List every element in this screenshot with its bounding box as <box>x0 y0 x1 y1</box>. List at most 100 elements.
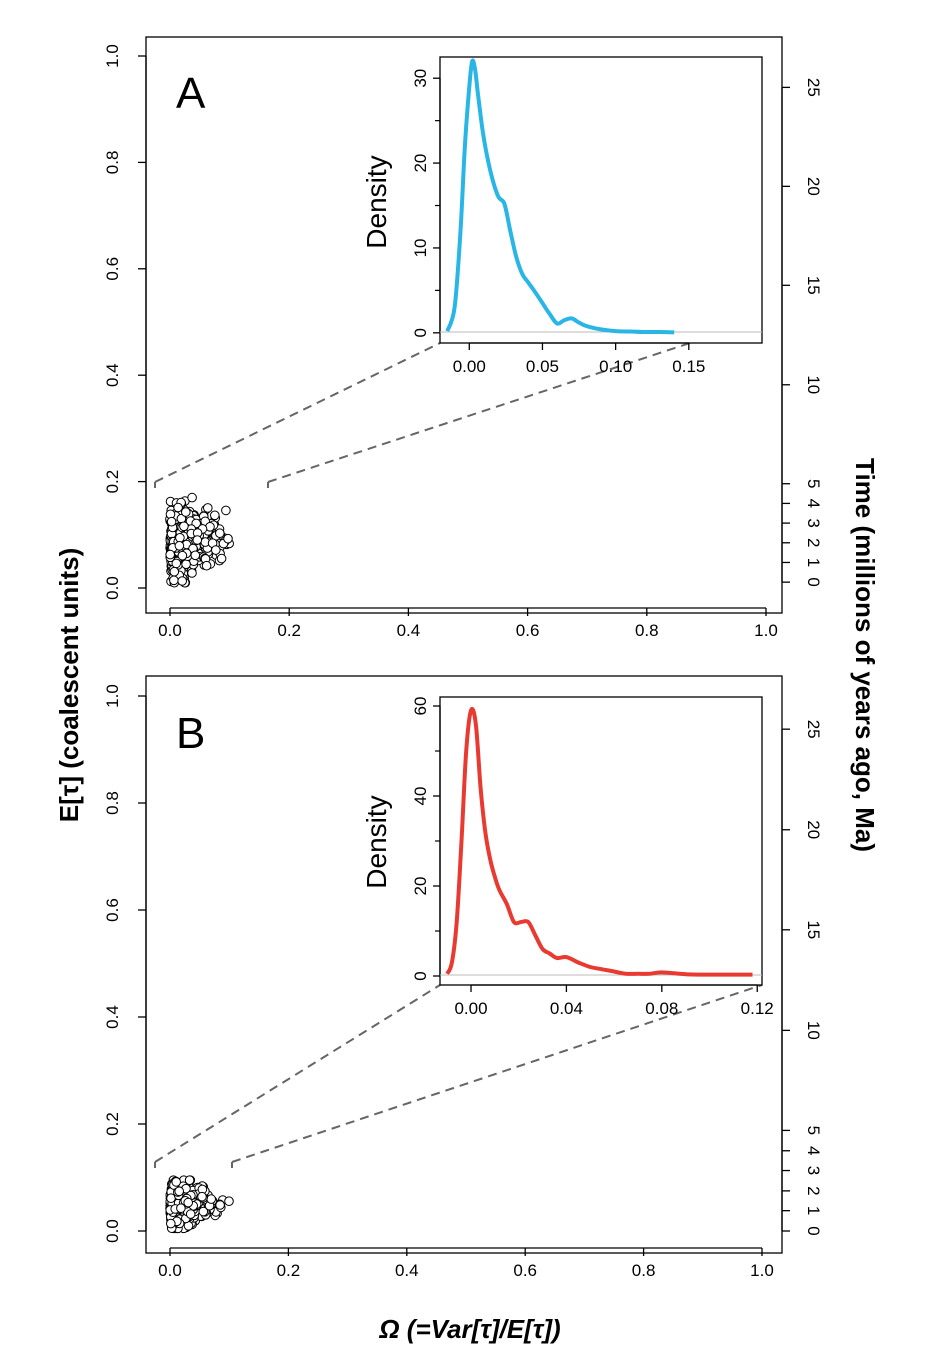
right-tick-label: 10 <box>804 375 823 394</box>
y-tick-label: 0.4 <box>103 363 122 387</box>
inset-y-tick-label: 40 <box>411 787 430 806</box>
panel-b-right-axis: 0 1 2 3 4 5 10 15 20 25 <box>781 720 823 1236</box>
inset-y-tick-label: 60 <box>411 697 430 716</box>
scatter-point <box>203 503 213 513</box>
right-tick-label: 10 <box>804 1021 823 1040</box>
panel-a: A 0.0 0.2 0.4 0.6 0.8 1.0 0.00.20.40.60.81.0 … <box>103 36 823 640</box>
inset-y-tick-label: 10 <box>411 238 430 257</box>
inset-x-tick-label: 0.00 <box>454 999 487 1018</box>
panel-b-inset-x-axis: 0.00 0.04 0.08 0.12 <box>454 984 774 1018</box>
scatter-point <box>166 516 177 527</box>
panel-b-inset: Density 0.00 0.04 0.08 0.12 0 20 40 60 <box>361 696 774 1018</box>
panel-b-inset-frame <box>439 696 763 986</box>
y-tick-label: 0.0 <box>103 1219 122 1243</box>
panel-b-label: B <box>176 709 205 758</box>
y-tick-label: 0.2 <box>103 470 122 494</box>
panel-b-inset-y-axis: 0 20 40 60 <box>411 697 441 981</box>
scatter-point <box>211 545 221 555</box>
scatter-point <box>181 559 191 570</box>
scatter-point <box>221 505 231 516</box>
inset-y-tick-label: 20 <box>411 877 430 896</box>
scatter-point <box>181 507 191 517</box>
right-tick-label: 1 <box>804 558 823 567</box>
panel-b-x-axis: 0.0 0.2 0.4 0.6 0.8 1.0 <box>158 1247 774 1280</box>
right-tick-label: 1 <box>804 1206 823 1215</box>
y-tick-label: 0.8 <box>103 791 122 815</box>
y-tick-label: 1.0 <box>103 44 122 68</box>
scatter-point <box>215 528 225 539</box>
x-tick-label: 1.0 <box>754 621 778 640</box>
y-axis-label: E[τ] (coalescent units) <box>54 548 84 823</box>
scatter-point <box>197 1191 207 1202</box>
scatter-point <box>198 1206 209 1217</box>
right-tick-label: 3 <box>804 518 823 527</box>
scatter-point <box>187 568 197 578</box>
scatter-point <box>165 549 175 560</box>
panel-a-zoom-lines <box>154 342 691 490</box>
right-tick-label: 3 <box>804 1166 823 1175</box>
scatter-point <box>171 1177 181 1187</box>
panel-a-density-curve <box>445 58 675 335</box>
x-tick-label: 0.2 <box>277 621 301 640</box>
scatter-point <box>183 1197 193 1208</box>
inset-y-tick-label: 20 <box>411 154 430 173</box>
panel-b-density-curve <box>445 706 753 977</box>
scatter-point <box>169 566 180 577</box>
panel-a-inset-y-axis: 0 10 20 30 <box>411 69 441 338</box>
right-tick-label: 2 <box>804 1186 823 1195</box>
scatter-point <box>176 1203 186 1213</box>
panel-a-x-axis: 0.0 0.2 0.4 0.6 0.8 1.0 <box>158 607 778 640</box>
panel-b: B 0.0 0.2 0.4 0.6 0.8 1.0 0.00.20.40.60.81.0 … <box>103 675 823 1280</box>
y-tick-label: 0.2 <box>103 1112 122 1136</box>
right-tick-label: 0 <box>804 1226 823 1235</box>
scatter-point <box>174 541 185 551</box>
right-axis-label: Time (millions of years ago, Ma) <box>850 458 880 852</box>
right-tick-label: 15 <box>804 920 823 939</box>
right-tick-label: 20 <box>804 177 823 196</box>
x-tick-label: 0.6 <box>516 621 540 640</box>
inset-x-tick-label: 0.00 <box>453 357 486 376</box>
scatter-point <box>169 575 179 586</box>
x-tick-label: 0.6 <box>513 1261 537 1280</box>
scatter-point <box>224 1196 234 1206</box>
scatter-point <box>187 492 197 503</box>
panel-a-scatter-points <box>165 492 234 588</box>
panel-a-inset-x-axis: 0.00 0.05 0.10 0.15 <box>453 342 705 376</box>
inset-y-tick-label: 30 <box>411 69 430 88</box>
scatter-point <box>216 553 227 564</box>
right-tick-label: 5 <box>804 479 823 488</box>
panel-b-y-axis: 0.0 0.2 0.4 0.6 0.8 1.0 <box>103 684 147 1243</box>
x-tick-label: 0.4 <box>397 621 421 640</box>
right-tick-label: 15 <box>804 276 823 295</box>
panel-a-inset-frame <box>439 56 763 344</box>
scatter-point <box>174 1186 184 1197</box>
right-tick-label: 20 <box>804 820 823 839</box>
zoom-line <box>154 342 441 483</box>
scatter-point <box>190 550 201 561</box>
panel-b-scatter-points <box>165 1175 234 1234</box>
panel-a-y-axis: 0.0 0.2 0.4 0.6 0.8 1.0 <box>103 44 147 600</box>
right-tick-label: 4 <box>804 1146 823 1155</box>
scatter-point <box>206 1194 216 1204</box>
right-tick-label: 4 <box>804 499 823 508</box>
x-axis-label: Ω (=Var[τ]/E[τ]) <box>378 1314 560 1344</box>
panel-a-inset-ylabel: Density <box>361 155 392 248</box>
scatter-point <box>201 560 212 571</box>
zoom-line <box>231 984 763 1163</box>
inset-x-tick-label: 0.05 <box>526 357 559 376</box>
right-tick-label: 0 <box>804 577 823 586</box>
y-tick-label: 0.4 <box>103 1005 122 1029</box>
panel-b-zoom-lines <box>154 984 763 1170</box>
y-tick-label: 0.6 <box>103 898 122 922</box>
panel-a-label: A <box>176 69 206 118</box>
x-tick-label: 0.8 <box>635 621 659 640</box>
scatter-point <box>177 550 188 561</box>
panel-a-right-axis: 0 1 2 3 4 5 10 15 20 25 <box>781 78 823 587</box>
scatter-point <box>185 1209 196 1219</box>
panel-a-inset: Density 0.00 0.05 0.10 0.15 0 10 20 30 <box>361 56 763 376</box>
scatter-point <box>184 1175 195 1185</box>
x-tick-label: 0.2 <box>277 1261 301 1280</box>
right-tick-label: 25 <box>804 78 823 97</box>
